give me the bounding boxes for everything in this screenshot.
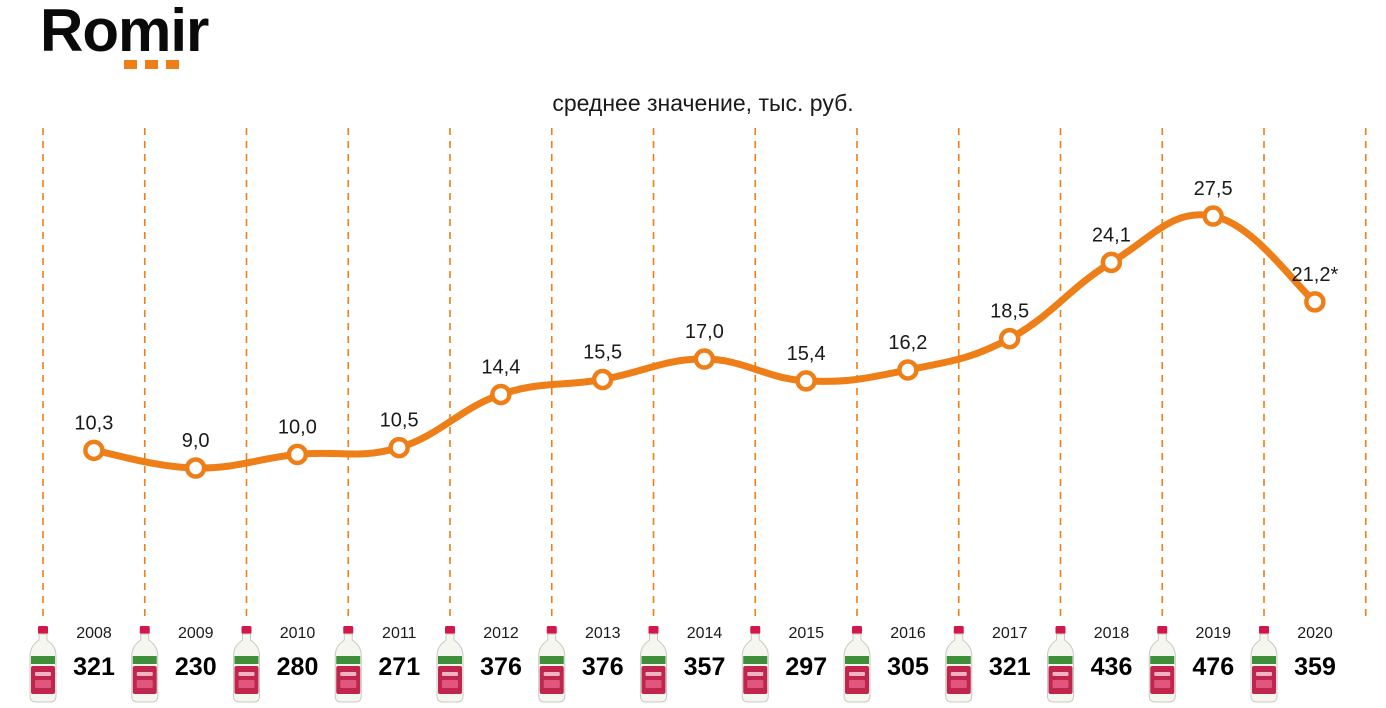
x-tick-label: 2016	[890, 625, 926, 642]
milk-bottle-icon	[436, 626, 464, 703]
bottle-count-label: 297	[785, 653, 827, 681]
data-point	[184, 457, 207, 479]
milk-bottle-icon	[1250, 626, 1278, 703]
milk-bottle-icon	[843, 626, 871, 703]
bottle-count-label: 357	[684, 653, 726, 681]
x-tick-label: 2015	[788, 625, 824, 642]
x-tick-label: 2014	[687, 625, 723, 642]
milk-bottle-icon	[640, 626, 667, 703]
data-marks: 10,3 9,0 10,0 10,5 14,4 15,5 17,0 15,4 16,2 18,5 2…	[74, 178, 1339, 479]
milk-bottle-icon	[1148, 626, 1176, 703]
data-point	[490, 383, 512, 406]
data-label: 17,0	[685, 321, 724, 343]
romir-logo: Romir	[40, 0, 240, 75]
data-point	[897, 359, 919, 381]
x-tick-label: 2008	[76, 625, 112, 642]
logo-dot-3	[166, 60, 179, 69]
bottle-count-label: 280	[277, 653, 319, 681]
x-tick-label: 2019	[1195, 625, 1231, 642]
data-label: 15,4	[787, 343, 826, 365]
x-tick-label: 2009	[178, 625, 214, 642]
data-label: 15,5	[583, 341, 622, 363]
milk-bottle-icon	[334, 626, 362, 703]
data-point	[388, 436, 410, 459]
grid-lines	[42, 128, 1367, 616]
x-tick-label: 2010	[280, 625, 316, 642]
x-tick-label: 2018	[1094, 625, 1130, 642]
data-label: 10,5	[380, 410, 419, 432]
year-strip: 2008 321 2009 230 2010 280 2011 271 2012 376 2013 3…	[29, 625, 1336, 703]
milk-bottle-icon	[29, 626, 57, 703]
data-point	[286, 443, 309, 466]
data-label: 18,5	[990, 301, 1029, 323]
data-label: 27,5	[1194, 178, 1233, 200]
milk-bottle-icon	[131, 626, 159, 703]
data-point	[591, 368, 614, 391]
data-label: 10,3	[74, 412, 113, 434]
data-label: 21,2*	[1292, 264, 1339, 286]
bottle-count-label: 359	[1294, 653, 1336, 681]
bottle-count-label: 376	[582, 653, 624, 681]
x-tick-label: 2017	[992, 625, 1028, 642]
data-label: 24,1	[1092, 224, 1131, 246]
data-label: 9,0	[182, 430, 210, 452]
data-label: 16,2	[888, 332, 927, 354]
chart-subtitle: среднее значение, тыс. руб.	[552, 90, 853, 116]
x-tick-label: 2020	[1297, 625, 1333, 642]
milk-bottle-icon	[1047, 626, 1074, 703]
milk-bottle-icon	[233, 626, 260, 703]
data-point	[693, 348, 716, 370]
bottle-count-label: 321	[73, 653, 115, 681]
data-label: 10,0	[278, 416, 317, 438]
data-label: 14,4	[481, 356, 520, 378]
milk-bottle-icon	[945, 626, 973, 703]
bottle-count-label: 476	[1192, 653, 1234, 681]
x-tick-label: 2013	[585, 625, 621, 642]
data-point	[83, 439, 105, 462]
data-point	[795, 370, 817, 392]
data-point	[1202, 205, 1224, 227]
x-tick-label: 2012	[483, 625, 519, 642]
bottle-count-label: 321	[989, 653, 1031, 681]
milk-bottle-icon	[741, 626, 769, 703]
bottle-count-label: 376	[480, 653, 522, 681]
logo-dot-1	[124, 60, 137, 69]
data-point	[998, 327, 1021, 350]
milk-bottle-icon	[538, 626, 566, 703]
bottle-count-label: 271	[378, 653, 420, 681]
bottle-count-label: 230	[175, 653, 217, 681]
data-point	[1304, 291, 1326, 313]
x-tick-label: 2011	[382, 625, 417, 642]
data-point	[1100, 251, 1123, 274]
logo-wordmark: Romir	[40, 0, 209, 64]
bottle-count-label: 436	[1091, 653, 1133, 681]
bottle-count-label: 305	[887, 653, 929, 681]
logo-dot-2	[145, 60, 158, 69]
